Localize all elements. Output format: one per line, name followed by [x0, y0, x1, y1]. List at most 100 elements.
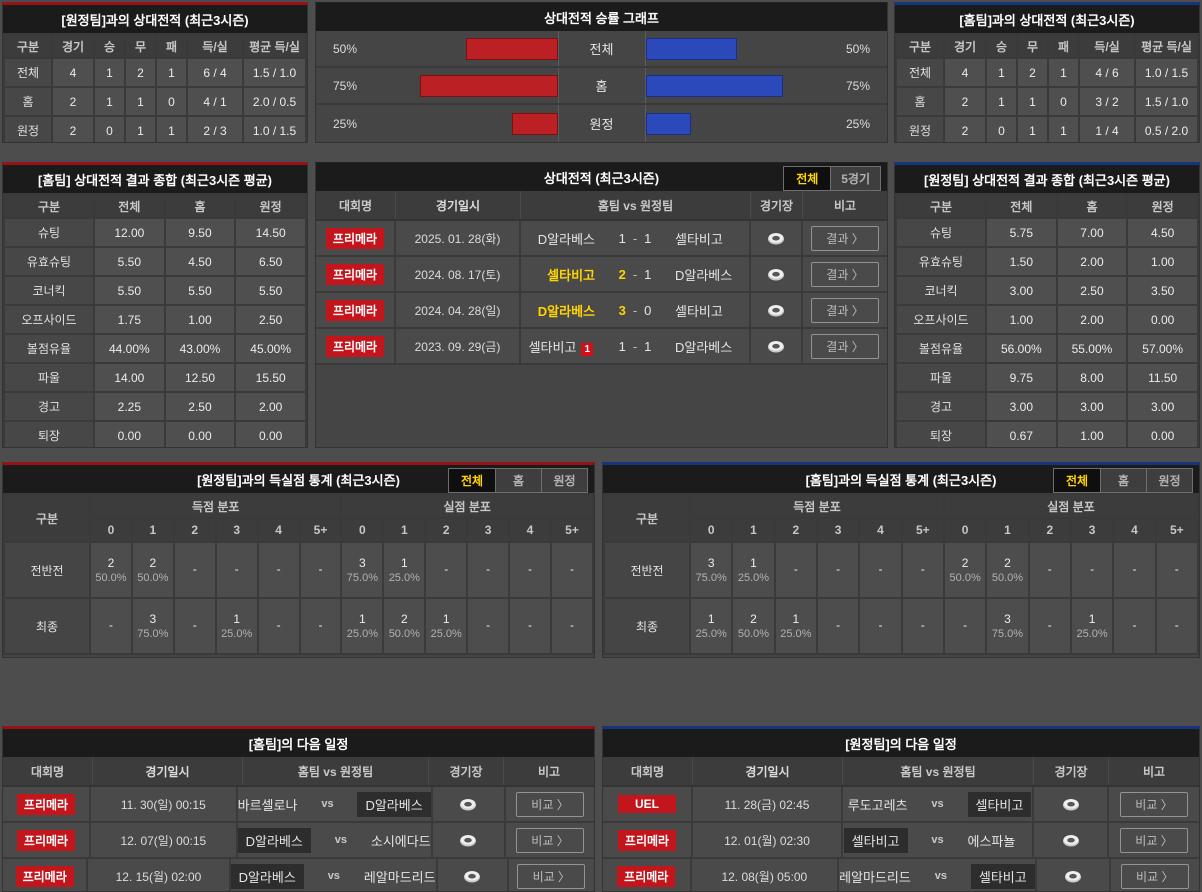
league-badge: 프리메라: [17, 793, 75, 815]
teams-cell: 바르셀로나 vs D알라베스: [238, 787, 433, 821]
dist-cell: 1 25.0%: [688, 597, 734, 655]
note-cell: 비교 〉: [1109, 787, 1199, 821]
dist-cell: 3 75.0%: [985, 597, 1030, 655]
teams-cell: 셀타비고 1 1-1 D알라베스: [521, 329, 751, 363]
tab-5games[interactable]: 5경기: [830, 167, 880, 190]
score-col: 5+: [298, 517, 343, 543]
table-row: 원정 2 0 1 1 2 / 3 1.0 / 1.5: [3, 115, 307, 142]
cell: 1.5 / 1.0: [242, 57, 307, 88]
date-cell: 2025. 01. 28(화): [396, 221, 521, 255]
col-header: 평균 득/실: [1134, 33, 1199, 59]
stadium-icon[interactable]: [457, 797, 479, 812]
table-row: 경고 3.00 3.00 3.00: [895, 391, 1199, 422]
compare-button[interactable]: 비교 〉: [1120, 791, 1188, 817]
row-label: 유효슈팅: [895, 246, 987, 277]
tab-all[interactable]: 전체: [784, 167, 831, 190]
header-teams: 홈팀 vs 원정팀: [521, 191, 751, 219]
stadium-cell: [751, 329, 803, 363]
tab-away[interactable]: 원정: [1146, 469, 1192, 492]
stadium-icon[interactable]: [457, 833, 479, 848]
table-row: 코너킥 5.50 5.50 5.50: [3, 275, 307, 306]
dist-cell: -: [508, 597, 552, 655]
compare-button[interactable]: 비교 〉: [517, 863, 586, 889]
panel-titlebar: [원정팀]과의 상대전적 (최근3시즌): [3, 5, 307, 33]
vs-label: vs: [931, 834, 944, 846]
score-col: 2: [172, 517, 217, 543]
cell: 1: [1016, 115, 1049, 142]
stadium-icon[interactable]: [765, 339, 787, 354]
compare-button[interactable]: 비교 〉: [516, 827, 584, 853]
cell: 1.00: [163, 304, 237, 335]
score-col: 0: [89, 517, 133, 543]
date-cell: 11. 30(일) 00:15: [91, 787, 238, 821]
stadium-icon[interactable]: [1060, 833, 1082, 848]
col-header: 원정: [1126, 193, 1199, 219]
cell: 2: [1016, 57, 1049, 88]
col-header: 홈: [1055, 193, 1129, 219]
header-league: 대회명: [3, 757, 93, 785]
schedule-row: 프리메라 12. 01(월) 02:30 셀타비고 vs 에스파뇰 비교 〉: [603, 823, 1199, 859]
dist-cell: 1 25.0%: [214, 597, 259, 655]
score-col: 5+: [900, 517, 945, 543]
cell: 1 / 4: [1078, 115, 1136, 142]
header-datetime: 경기일시: [396, 191, 521, 219]
result-button[interactable]: 결과 〉: [811, 261, 879, 287]
cell: 2.00: [1055, 304, 1129, 335]
score-col: 3: [466, 517, 511, 543]
away-team: D알라베스: [675, 339, 733, 355]
stadium-icon[interactable]: [765, 267, 787, 282]
dist-cell: 1 25.0%: [382, 541, 427, 599]
tab-home[interactable]: 홈: [1100, 469, 1146, 492]
cell: 1: [985, 57, 1018, 88]
compare-button[interactable]: 비교 〉: [516, 791, 584, 817]
result-button[interactable]: 결과 〉: [811, 333, 879, 359]
panel-goals-vs-away: [원정팀]과의 득실점 통계 (최근3시즌) 전체 홈 원정 구분 득점 분포 실점…: [2, 462, 595, 658]
cell: 7.00: [1055, 217, 1129, 248]
tab-away[interactable]: 원정: [541, 469, 587, 492]
panel-titlebar: 상대전적 승률 그래프: [316, 3, 887, 31]
stadium-icon[interactable]: [765, 303, 787, 318]
venue-tabs: 전체 홈 원정: [1053, 468, 1193, 493]
stadium-icon[interactable]: [1062, 869, 1084, 884]
result-button[interactable]: 결과 〉: [811, 297, 879, 323]
league-cell: 프리메라: [3, 823, 91, 857]
compare-button[interactable]: 비교 〉: [1120, 863, 1189, 889]
category-label: 전체: [557, 31, 646, 66]
vs-label: vs: [931, 798, 944, 810]
panel-away-summary: [원정팀] 상대전적 결과 종합 (최근3시즌 평균) 구분 전체 홈 원정 슈팅 5.…: [894, 162, 1200, 448]
note-cell: 비교 〉: [506, 823, 594, 857]
home-score: 2: [618, 266, 626, 282]
red-bar: [511, 112, 558, 135]
col-header: 무: [124, 33, 157, 59]
score-separator: -: [632, 230, 638, 246]
note-cell: 결과 〉: [803, 221, 887, 255]
dist-cell: -: [172, 597, 217, 655]
panel-title: [원정팀] 상대전적 결과 종합 (최근3시즌 평균): [924, 172, 1170, 188]
tab-all[interactable]: 전체: [1054, 469, 1100, 492]
stadium-icon[interactable]: [461, 869, 483, 884]
table-row: 퇴장 0.00 0.00 0.00: [3, 420, 307, 447]
stadium-icon[interactable]: [765, 231, 787, 246]
dist-cell: -: [1027, 597, 1072, 655]
category-label: 홈: [557, 68, 646, 103]
result-button[interactable]: 결과 〉: [811, 225, 879, 251]
cell: 55.00%: [1055, 333, 1129, 364]
note-cell: 결과 〉: [803, 293, 887, 327]
teams-cell: D알라베스 vs 레알마드리드: [230, 859, 438, 891]
score-col: 0: [942, 517, 988, 543]
tab-home[interactable]: 홈: [495, 469, 541, 492]
compare-button[interactable]: 비교 〉: [1120, 827, 1188, 853]
league-cell: 프리메라: [316, 293, 396, 327]
cell: 1: [1047, 57, 1080, 88]
right-pct-label: 50%: [845, 41, 871, 56]
cell: 1.00: [1126, 246, 1199, 277]
cell: 12.00: [93, 217, 166, 248]
stadium-icon[interactable]: [1060, 797, 1082, 812]
cell: 2: [51, 86, 95, 117]
tab-all[interactable]: 전체: [449, 469, 495, 492]
row-label: 전반전: [603, 541, 691, 599]
dist-cell: 2 50.0%: [731, 597, 776, 655]
table-row: 파울 14.00 12.50 15.50: [3, 362, 307, 393]
cell: 4.50: [1126, 217, 1199, 248]
